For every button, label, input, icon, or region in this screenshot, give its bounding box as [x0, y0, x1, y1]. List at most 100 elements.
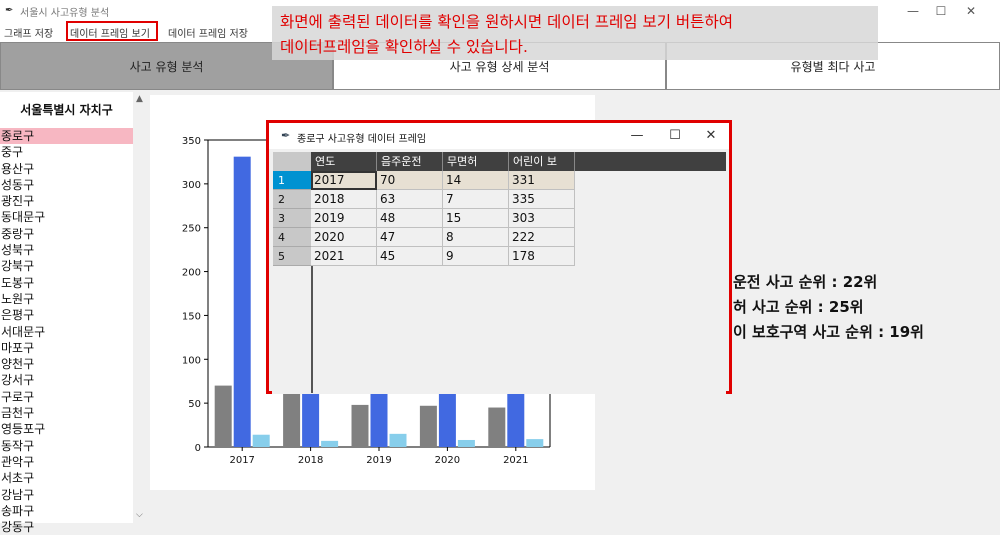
x-tick-label: 2019 [366, 455, 391, 466]
row-index[interactable]: 2 [273, 190, 311, 209]
bar [214, 385, 232, 447]
district-item[interactable]: 구로구 [1, 389, 35, 404]
dialog-title-bar [269, 123, 729, 149]
district-item[interactable]: 금천구 [1, 406, 35, 421]
scroll-down-icon[interactable]: ⌵ [136, 510, 143, 520]
table-cell[interactable]: 335 [509, 190, 575, 209]
ranking-text-1: 운전 사고 순위 : 22위 [733, 273, 878, 291]
district-item[interactable]: 강남구 [1, 487, 35, 502]
table-cell[interactable]: 14 [443, 171, 509, 190]
district-item[interactable]: 광진구 [1, 194, 35, 209]
district-item[interactable]: 서대문구 [1, 324, 46, 339]
row-index[interactable]: 4 [273, 228, 311, 247]
district-item[interactable]: 동작구 [1, 438, 35, 453]
dialog-close-icon[interactable]: ✕ [705, 128, 717, 143]
district-item[interactable]: 강북구 [1, 259, 35, 274]
district-item[interactable]: 종로구 [0, 128, 133, 145]
table-cell[interactable]: 331 [509, 171, 575, 190]
bar [283, 391, 301, 447]
y-tick-label: 0 [195, 443, 201, 454]
district-item[interactable]: 영등포구 [1, 422, 46, 437]
column-header[interactable]: 연도 [311, 152, 377, 171]
close-icon[interactable]: ✕ [965, 4, 977, 18]
district-item[interactable]: 마포구 [1, 340, 35, 355]
column-header[interactable]: 음주운전 [377, 152, 443, 171]
district-item[interactable]: 노원구 [1, 291, 35, 306]
table-cell[interactable]: 15 [443, 209, 509, 228]
district-item[interactable]: 강동구 [1, 520, 35, 535]
district-item[interactable]: 강서구 [1, 373, 35, 388]
menu-view-dataframe[interactable]: 데이터 프레임 보기 [70, 29, 150, 40]
table-cell[interactable]: 178 [509, 247, 575, 266]
bar [389, 433, 407, 447]
table-cell[interactable]: 7 [443, 190, 509, 209]
table-cell[interactable]: 48 [377, 209, 443, 228]
bar [252, 434, 270, 447]
minimize-icon[interactable]: — [907, 4, 919, 18]
district-item[interactable]: 용산구 [1, 161, 35, 176]
district-item[interactable]: 성동구 [1, 177, 35, 192]
dialog-minimize-icon[interactable]: — [630, 128, 644, 143]
district-item[interactable]: 중랑구 [1, 226, 35, 241]
dataframe-dialog: ✒ 종로구 사고유형 데이터 프레임 — ☐ ✕ 연도 음주운전 무면허 어린이… [266, 120, 732, 394]
district-item[interactable]: 관악구 [1, 454, 35, 469]
menu-save-dataframe[interactable]: 데이터 프레임 저장 [168, 29, 248, 40]
column-header[interactable]: 어린이 보 [509, 152, 575, 171]
sidebar-title: 서울특별시 자치구 [20, 103, 113, 117]
district-item[interactable]: 양천구 [1, 357, 35, 372]
row-index[interactable]: 5 [273, 247, 311, 266]
table-cell[interactable]: 2020 [311, 228, 377, 247]
x-tick-label: 2020 [435, 455, 460, 466]
table-cell[interactable]: 222 [509, 228, 575, 247]
dialog-maximize-icon[interactable]: ☐ [669, 128, 681, 143]
table-cell[interactable]: 2017 [311, 171, 377, 190]
table-cell[interactable]: 2018 [311, 190, 377, 209]
y-tick-label: 100 [182, 355, 201, 366]
x-tick-label: 2017 [229, 455, 254, 466]
row-index[interactable]: 3 [273, 209, 311, 228]
feather-icon: ✒ [281, 129, 291, 142]
district-item[interactable]: 서초구 [1, 471, 35, 486]
bar [419, 405, 437, 447]
table-cell[interactable]: 2021 [311, 247, 377, 266]
sidebar [0, 92, 133, 523]
ranking-text-2: 허 사고 순위 : 25위 [733, 298, 864, 316]
bar [488, 407, 506, 447]
y-tick-label: 150 [182, 311, 201, 322]
header-row [311, 152, 726, 171]
ranking-text-3: 이 보호구역 사고 순위 : 19위 [733, 323, 924, 341]
district-item[interactable]: 동대문구 [1, 210, 46, 225]
bar [457, 439, 475, 447]
district-item[interactable]: 성북구 [1, 243, 35, 258]
scroll-up-icon[interactable]: ▲ [136, 94, 143, 104]
feather-icon: ✒ [5, 5, 14, 16]
district-item[interactable]: 은평구 [1, 308, 35, 323]
table-cell[interactable]: 303 [509, 209, 575, 228]
table-cell[interactable]: 70 [377, 171, 443, 190]
window-title: 서울시 사고유형 분석 [20, 8, 110, 19]
sidebar-scrollbar[interactable] [133, 92, 147, 523]
y-tick-label: 250 [182, 224, 201, 235]
maximize-icon[interactable]: ☐ [935, 4, 947, 18]
index-header [273, 152, 311, 171]
table-cell[interactable]: 2019 [311, 209, 377, 228]
annotation-text: 화면에 출력된 데이터를 확인을 원하시면 데이터 프레임 보기 버튼하여 데이… [272, 6, 878, 60]
district-item[interactable]: 송파구 [1, 503, 35, 518]
grid-divider [311, 171, 313, 393]
menu-highlight-box [66, 21, 158, 41]
menu-save-graph[interactable]: 그래프 저장 [4, 29, 54, 40]
table-cell[interactable]: 45 [377, 247, 443, 266]
row-index[interactable]: 1 [273, 171, 311, 190]
table-cell[interactable]: 47 [377, 228, 443, 247]
dialog-title: 종로구 사고유형 데이터 프레임 [297, 134, 427, 145]
x-tick-label: 2018 [298, 455, 323, 466]
y-tick-label: 200 [182, 268, 201, 279]
table-cell[interactable]: 63 [377, 190, 443, 209]
table-cell[interactable]: 9 [443, 247, 509, 266]
district-item[interactable]: 도봉구 [1, 275, 35, 290]
table-cell[interactable]: 8 [443, 228, 509, 247]
column-header[interactable]: 무면허 [443, 152, 509, 171]
x-tick-label: 2021 [503, 455, 528, 466]
district-item[interactable]: 중구 [1, 145, 24, 160]
